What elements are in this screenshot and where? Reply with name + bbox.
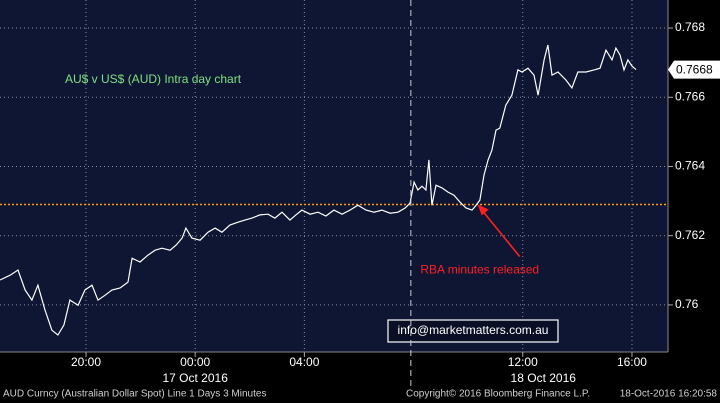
annotation-arrowhead (477, 204, 489, 216)
plot-area (0, 0, 668, 352)
chart-title: AU$ v US$ (AUD) Intra day chart (65, 72, 242, 86)
y-tick-label: 0.766 (675, 89, 705, 103)
annotation-arrow (479, 207, 521, 258)
x-tick-label: 20:00 (71, 355, 101, 369)
footer-right: 18-Oct-2016 16:20:58 (620, 389, 718, 400)
x-tick-label: 04:00 (289, 355, 319, 369)
y-tick-label: 0.76 (675, 297, 699, 311)
last-value-label: 0.7668 (676, 63, 713, 77)
last-value-tag (668, 60, 720, 79)
x-tick-label: 00:00 (180, 355, 210, 369)
price-line (0, 44, 637, 336)
footer-center: Copyright© 2016 Bloomberg Finance L.P. (406, 389, 590, 400)
y-tick-label: 0.764 (675, 159, 705, 173)
plot (0, 0, 668, 352)
footer-left: AUD Curncy (Australian Dollar Spot) Line… (3, 389, 266, 400)
date-label: 17 Oct 2016 (162, 371, 228, 385)
x-tick-label: 12:00 (508, 355, 538, 369)
date-label: 18 Oct 2016 (511, 371, 577, 385)
email: info@marketmatters.com.au (398, 323, 549, 337)
x-tick-label: 16:00 (617, 355, 647, 369)
annotation-text: RBA minutes released (420, 263, 539, 277)
y-tick-label: 0.768 (675, 20, 705, 34)
y-tick-label: 0.762 (675, 228, 705, 242)
email-box (387, 319, 559, 343)
